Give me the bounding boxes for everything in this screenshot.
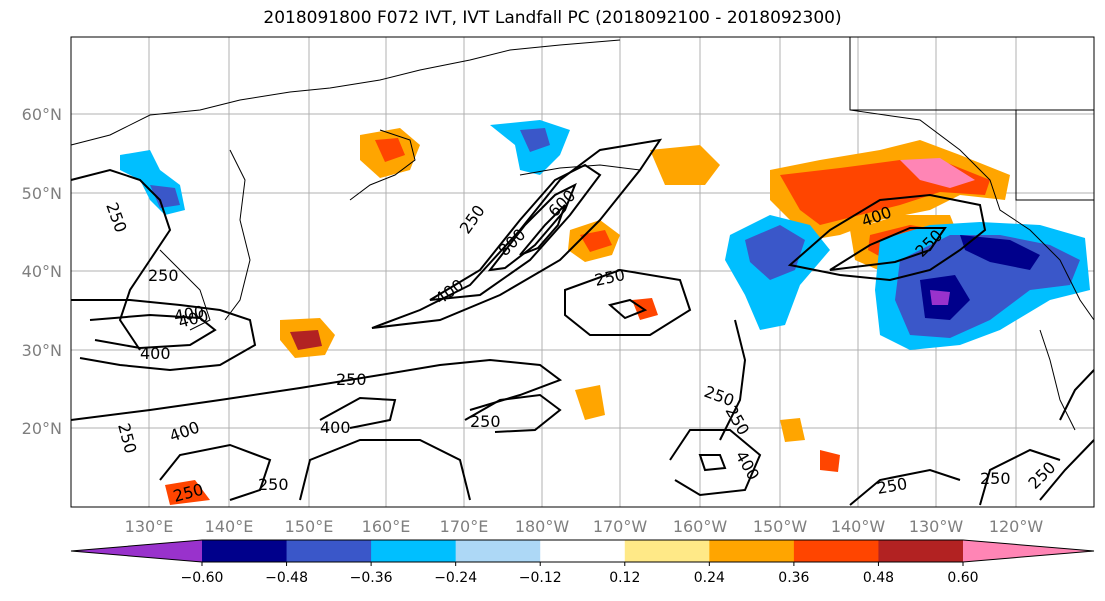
lon-tick: 130°W: [909, 517, 964, 536]
lon-tick: 170°E: [440, 517, 489, 536]
lon-tick: 130°E: [125, 517, 174, 536]
ivt-contours: [70, 138, 1095, 506]
shaded-regions: [120, 120, 1090, 505]
contour-label: 400: [320, 418, 351, 437]
lon-tick: 140°W: [831, 517, 886, 536]
map-frame: [70, 36, 1095, 508]
colorbar-tick-label: 0.36: [778, 570, 809, 586]
colorbar: −0.60 −0.48 −0.36 −0.24 −0.12 0.12 0.24 0.36 0.4…: [70, 539, 1095, 586]
longitude-axis: 130°E 140°E 150°E 160°E 170°E 180°W 170°…: [125, 517, 1044, 536]
contour-label: 400: [140, 344, 171, 363]
lat-tick: 20°N: [22, 419, 62, 438]
coastlines: [70, 37, 1095, 431]
contour-label: 250: [258, 475, 289, 494]
colorbar-segment: [878, 540, 964, 562]
colorbar-segment: [793, 540, 879, 562]
map-panel: 250 250 600 800 400 250 400 250 250 400 …: [70, 36, 1095, 508]
contour-label: 250: [336, 370, 367, 389]
contour-label: 250: [148, 266, 179, 285]
colorbar-segment: [71, 540, 202, 562]
lon-tick: 170°W: [593, 517, 648, 536]
colorbar-tick-label: −0.60: [181, 570, 224, 586]
colorbar-tick-label: 0.60: [947, 570, 978, 586]
colorbar-tick-label: 0.24: [694, 570, 725, 586]
graticule: [71, 37, 1094, 507]
lat-tick: 30°N: [22, 341, 62, 360]
lon-tick: 150°W: [753, 517, 808, 536]
colorbar-segment: [371, 540, 457, 562]
colorbar-segment: [963, 540, 1094, 562]
colorbar-segment: [624, 540, 710, 562]
contour-label: 250: [470, 412, 501, 431]
colorbar-tick-label: 0.12: [609, 570, 640, 586]
map-title: 2018091800 F072 IVT, IVT Landfall PC (20…: [263, 8, 842, 28]
contour-label: 250: [980, 469, 1011, 488]
lat-tick: 50°N: [22, 184, 62, 203]
colorbar-tick-label: 0.48: [863, 570, 894, 586]
colorbar-segment: [202, 540, 288, 562]
lon-tick: 160°W: [673, 517, 728, 536]
lon-tick: 140°E: [205, 517, 254, 536]
colorbar-tick-label: −0.12: [519, 570, 562, 586]
latitude-axis: 20°N 30°N 40°N 50°N 60°N: [22, 105, 62, 438]
colorbar-segment: [455, 540, 541, 562]
lat-tick: 40°N: [22, 262, 62, 281]
colorbar-tick-label: −0.24: [434, 570, 477, 586]
lat-tick: 60°N: [22, 105, 62, 124]
colorbar-tick-label: −0.36: [350, 570, 393, 586]
lon-tick: 160°E: [362, 517, 411, 536]
colorbar-tick-label: −0.48: [265, 570, 308, 586]
colorbar-segment: [286, 540, 372, 562]
lon-tick: 120°W: [989, 517, 1044, 536]
colorbar-segment: [540, 540, 626, 562]
lon-tick: 180°W: [515, 517, 570, 536]
colorbar-segment: [709, 540, 795, 562]
lon-tick: 150°E: [285, 517, 334, 536]
